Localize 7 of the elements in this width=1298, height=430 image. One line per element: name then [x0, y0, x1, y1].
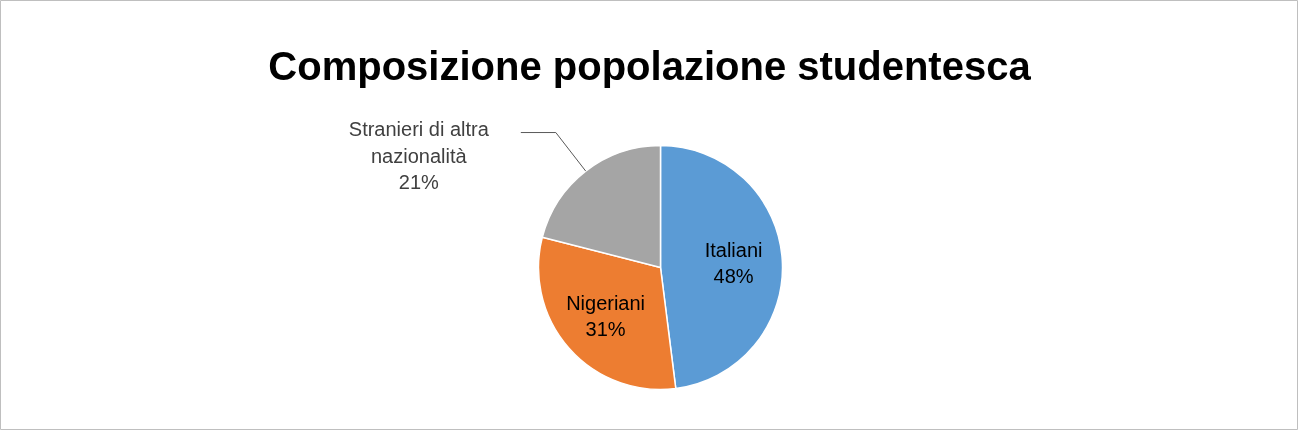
data-label: 31%: [585, 318, 626, 341]
data-label: 21%: [398, 170, 440, 193]
data-label: 48%: [713, 265, 754, 288]
slice-label: Italiani: [704, 238, 763, 261]
slice-label: Stranieri di altra nazionalità: [348, 118, 490, 167]
chart-title: Composizione popolazione studentesca: [268, 43, 1032, 88]
slice-label: Nigeriani: [566, 291, 646, 314]
